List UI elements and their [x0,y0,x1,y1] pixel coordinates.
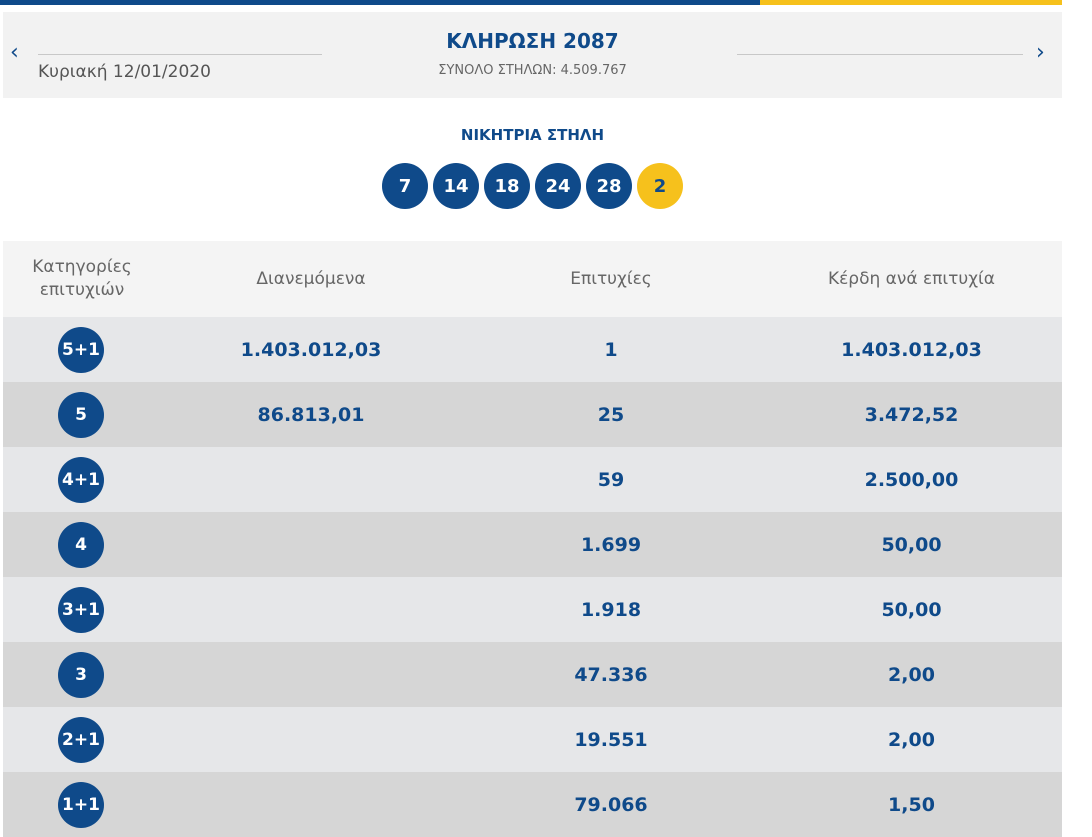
category-badge: 2+1 [58,717,104,763]
category-badge: 3+1 [58,587,104,633]
table-row: 3 47.336 2,00 [3,642,1062,707]
category-badge: 5+1 [58,327,104,373]
header-category: Κατηγορίες επιτυχιών [3,241,161,317]
winners-cell: 25 [597,403,625,426]
table-row: 2+1 19.551 2,00 [3,707,1062,772]
prize-cell: 1.403.012,03 [841,338,982,361]
chevron-left-icon[interactable]: ‹ [10,40,19,65]
table-row: 3+1 1.918 50,00 [3,577,1062,642]
top-color-bar [0,0,1092,6]
top-bar-yellow [760,0,1062,5]
distributed-cell [161,707,461,772]
table-row: 5+1 1.403.012,03 1 1.403.012,03 [3,317,1062,382]
winners-cell: 1.918 [580,598,642,621]
winners-cell: 1 [604,338,618,361]
winners-cell: 47.336 [574,663,648,686]
table-header: Κατηγορίες επιτυχιών Διανεμόμενα Επιτυχί… [3,241,1062,317]
number-ball: 24 [535,163,581,209]
category-badge: 3 [58,652,104,698]
table-row: 4 1.699 50,00 [3,512,1062,577]
divider-right [737,54,1023,55]
number-ball: 7 [382,163,428,209]
distributed-cell: 86.813,01 [257,403,365,426]
winners-cell: 19.551 [574,728,648,751]
prize-cell: 2,00 [888,663,935,686]
header-prize: Κέρδη ανά επιτυχία [827,268,996,289]
distributed-cell [161,642,461,707]
distributed-cell: 1.403.012,03 [240,338,382,361]
distributed-cell [161,772,461,837]
category-badge: 4+1 [58,457,104,503]
header-category-line1: Κατηγορίες [32,257,132,277]
chevron-right-icon[interactable]: › [1036,40,1045,65]
winning-numbers: 7 14 18 24 28 2 [382,163,683,209]
prize-cell: 50,00 [881,533,942,556]
draw-title: ΚΛΗΡΩΣΗ 2087 [446,29,619,53]
category-badge: 1+1 [58,782,104,828]
winners-cell: 79.066 [574,793,648,816]
distributed-cell [161,447,461,512]
divider-left [38,54,322,55]
header-category-line2: επιτυχιών [39,280,125,300]
prize-cell: 1,50 [888,793,935,816]
number-ball: 18 [484,163,530,209]
joker-ball: 2 [637,163,683,209]
number-ball: 14 [433,163,479,209]
top-bar-blue [0,0,760,5]
category-badge: 5 [58,392,104,438]
winners-cell: 1.699 [580,533,642,556]
category-badge: 4 [58,522,104,568]
table-row: 1+1 79.066 1,50 [3,772,1062,837]
number-ball: 28 [586,163,632,209]
prize-cell: 2.500,00 [864,468,959,491]
table-row: 5 86.813,01 25 3.472,52 [3,382,1062,447]
header-winners: Επιτυχίες [570,268,652,289]
draw-date: Κυριακή 12/01/2020 [38,62,211,82]
distributed-cell [161,577,461,642]
table-row: 4+1 59 2.500,00 [3,447,1062,512]
prize-cell: 3.472,52 [864,403,959,426]
total-columns: ΣΥΝΟΛΟ ΣΤΗΛΩΝ: 4.509.767 [438,63,627,78]
winning-column-title: ΝΙΚΗΤΡΙΑ ΣΤΗΛΗ [460,126,605,144]
draw-header: ‹ Κυριακή 12/01/2020 ΚΛΗΡΩΣΗ 2087 ΣΥΝΟΛΟ… [3,12,1062,98]
winners-cell: 59 [597,468,625,491]
prize-cell: 2,00 [888,728,935,751]
distributed-cell [161,512,461,577]
header-distributed: Διανεμόμενα [256,268,366,289]
prize-cell: 50,00 [881,598,942,621]
prize-table: Κατηγορίες επιτυχιών Διανεμόμενα Επιτυχί… [3,241,1062,837]
